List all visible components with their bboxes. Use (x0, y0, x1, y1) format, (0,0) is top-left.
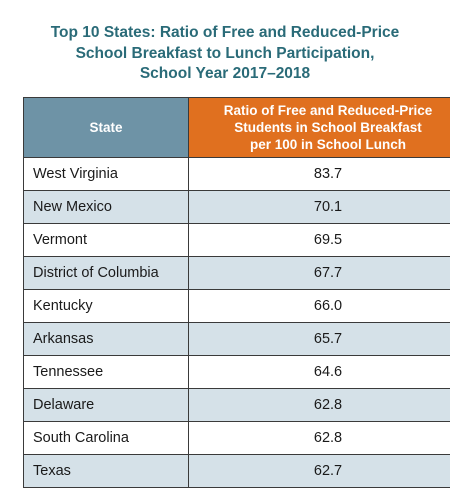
ratio-value-cell: 65.7 (188, 322, 450, 356)
table-header-row: State Ratio of Free and Reduced-Price St… (23, 97, 450, 158)
state-cell: District of Columbia (23, 256, 189, 290)
ratio-value-cell: 64.6 (188, 355, 450, 389)
state-cell: Kentucky (23, 289, 189, 323)
table-row: Arkansas 65.7 (23, 322, 450, 356)
table-row: Tennessee 64.6 (23, 355, 450, 389)
table-row: Texas 62.7 (23, 454, 450, 488)
ratio-value-cell: 62.8 (188, 421, 450, 455)
chart-title: Top 10 States: Ratio of Free and Reduced… (0, 23, 450, 85)
state-cell: Arkansas (23, 322, 189, 356)
chart-title-line: Top 10 States: Ratio of Free and Reduced… (50, 24, 400, 41)
state-cell: New Mexico (23, 190, 189, 224)
ratio-value-cell: 62.7 (188, 454, 450, 488)
chart-title-line: School Breakfast to Lunch Participation, (75, 44, 375, 62)
state-cell: Vermont (23, 223, 189, 257)
table-row: New Mexico 70.1 (23, 190, 450, 224)
state-cell: Delaware (23, 388, 189, 422)
state-cell: Tennessee (23, 355, 189, 389)
ratio-value-cell: 69.5 (188, 223, 450, 257)
table-row: Vermont 69.5 (23, 223, 450, 257)
table-row: South Carolina 62.8 (23, 421, 450, 455)
table-body: West Virginia 83.7 New Mexico 70.1 Vermont 69… (23, 157, 450, 488)
table-row: District of Columbia 67.7 (23, 256, 450, 290)
header-ratio-line: per 100 in School Lunch (249, 137, 407, 152)
ratio-value-cell: 62.8 (188, 388, 450, 422)
state-cell: West Virginia (23, 157, 189, 191)
state-cell: Texas (23, 454, 189, 488)
header-state: State (23, 97, 189, 158)
ratio-value-cell: 83.7 (188, 157, 450, 191)
chart-title-line: School Year 2017–2018 (139, 65, 311, 82)
table-row: Delaware 62.8 (23, 388, 450, 422)
ratio-value-cell: 70.1 (188, 190, 450, 224)
header-ratio: Ratio of Free and Reduced-Price Students… (188, 97, 450, 158)
header-ratio-line: Students in School Breakfast (234, 120, 422, 135)
header-state-label: State (89, 120, 123, 135)
data-table: State Ratio of Free and Reduced-Price St… (23, 97, 450, 488)
header-ratio-line: Ratio of Free and Reduced-Price (223, 103, 433, 118)
table-row: West Virginia 83.7 (23, 157, 450, 191)
state-cell: South Carolina (23, 421, 189, 455)
ratio-value-cell: 67.7 (188, 256, 450, 290)
ratio-value-cell: 66.0 (188, 289, 450, 323)
table-row: Kentucky 66.0 (23, 289, 450, 323)
